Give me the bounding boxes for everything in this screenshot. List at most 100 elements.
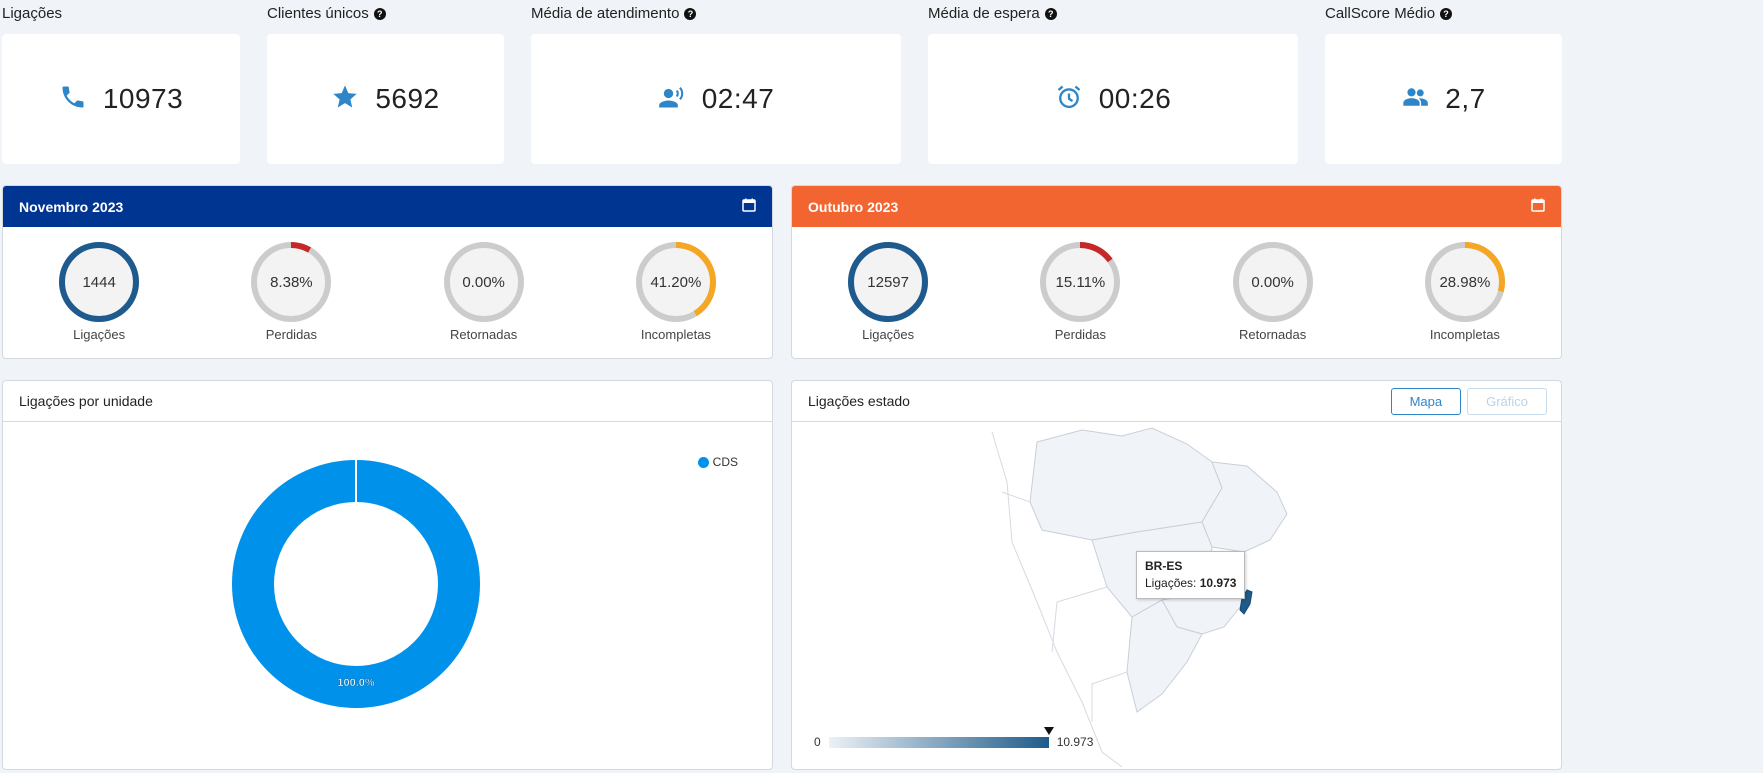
panel-header: Ligações por unidade — [3, 381, 772, 422]
map-continent-outline — [991, 431, 1128, 768]
panel-title: Ligações por unidade — [19, 393, 153, 409]
ring-chart: 12597 — [847, 241, 929, 323]
donut-slice-cds[interactable] — [232, 460, 480, 708]
help-icon[interactable]: ? — [373, 8, 386, 20]
stat-ligacoes: 12597 Ligações — [828, 241, 948, 342]
kpi-media-atendimento: Média de atendimento? 02:47 — [531, 0, 901, 164]
help-icon[interactable]: ? — [1044, 8, 1057, 20]
tooltip-label: Ligações: — [1145, 576, 1197, 590]
kpi-card: 02:47 — [531, 34, 901, 164]
stat-perdidas: 15.11% Perdidas — [1020, 241, 1140, 342]
ring-chart: 1444 — [58, 241, 140, 323]
kpi-title: CallScore Médio — [1325, 5, 1436, 22]
panel-header: Ligações estado Mapa Gráfico — [792, 381, 1561, 422]
ring-value: 12597 — [867, 273, 909, 291]
stat-label: Perdidas — [1054, 327, 1107, 342]
month-header: Novembro 2023 — [3, 186, 772, 227]
ring-value: 15.11% — [1055, 273, 1106, 291]
kpi-value: 02:47 — [701, 83, 775, 114]
phone-icon — [59, 83, 87, 116]
map-tooltip: BR-ES Ligações: 10.973 — [1136, 551, 1246, 599]
ring-chart: 15.11% — [1039, 241, 1121, 323]
map-button[interactable]: Mapa — [1390, 387, 1462, 415]
calendar-icon[interactable] — [742, 198, 756, 215]
ring-value: 1444 — [82, 273, 116, 291]
panel-ligacoes-por-unidade: Ligações por unidade CDS 100.0% — [2, 380, 773, 770]
month-title: Novembro 2023 — [19, 198, 124, 215]
stat-label: Ligações — [73, 327, 126, 342]
stat-ligacoes: 1444 Ligações — [39, 241, 159, 342]
stat-perdidas: 8.38% Perdidas — [231, 241, 351, 342]
month-panel-novembro: Novembro 2023 1444 Ligações 8.38% Perdidas… — [2, 185, 773, 359]
ring-value: 28.98% — [1439, 273, 1491, 291]
legend-marker — [697, 456, 709, 468]
kpi-callscore: CallScore Médio? 2,7 — [1325, 0, 1562, 164]
kpi-card: 00:26 — [928, 34, 1298, 164]
chart-button[interactable]: Gráfico — [1467, 387, 1547, 415]
month-title: Outubro 2023 — [808, 198, 899, 215]
stat-retornadas: 0.00% Retornadas — [1213, 241, 1333, 342]
stat-label: Ligações — [862, 327, 915, 342]
stat-incompletas: 28.98% Incompletas — [1405, 241, 1525, 342]
scale-max: 10.973 — [1056, 735, 1094, 749]
stat-incompletas: 41.20% Incompletas — [616, 241, 736, 342]
ring-value: 0.00% — [462, 273, 505, 291]
ring-value: 0.00% — [1251, 273, 1294, 291]
month-stats: 12597 Ligações 15.11% Perdidas 0.00% Retorn… — [792, 227, 1561, 342]
stat-label: Incompletas — [640, 327, 711, 342]
tooltip-state: BR-ES — [1145, 559, 1183, 573]
donut-slice-label: 100.0% — [337, 677, 375, 689]
panel-title: Ligações estado — [808, 393, 910, 409]
speaking-person-icon — [658, 83, 686, 116]
kpi-card: 2,7 — [1325, 34, 1562, 164]
month-panel-outubro: Outubro 2023 12597 Ligações 15.11% Perdida… — [791, 185, 1562, 359]
ring-value: 41.20% — [650, 273, 702, 291]
ring-track — [443, 242, 524, 322]
color-scale: 0 10.973 — [814, 726, 1094, 749]
kpi-card: 10973 — [2, 34, 240, 164]
ring-value: 8.38% — [270, 273, 313, 291]
scale-marker — [1043, 726, 1054, 735]
kpi-value: 5692 — [375, 83, 440, 114]
month-stats: 1444 Ligações 8.38% Perdidas 0.00% Retornad… — [3, 227, 772, 342]
people-icon — [1401, 83, 1429, 116]
ring-chart: 0.00% — [443, 241, 525, 323]
chart-legend[interactable]: CDS — [697, 455, 738, 469]
stat-label: Retornadas — [1239, 327, 1307, 342]
stat-label: Incompletas — [1429, 327, 1500, 342]
scale-bar — [828, 726, 1054, 748]
ring-chart: 0.00% — [1232, 241, 1314, 323]
help-icon[interactable]: ? — [1440, 8, 1453, 20]
ring-chart: 41.20% — [635, 241, 717, 323]
map-region-northeast[interactable] — [1201, 461, 1288, 553]
ring-progress — [635, 242, 716, 322]
ring-chart: 8.38% — [250, 241, 332, 323]
kpi-ligacoes: Ligações 10973 — [2, 0, 240, 164]
legend-label: CDS — [712, 455, 738, 469]
ring-progress — [59, 242, 140, 322]
stat-retornadas: 0.00% Retornadas — [424, 241, 544, 342]
ring-progress — [848, 242, 929, 322]
panel-ligacoes-estado: Ligações estado Mapa Gráfico BR-ES Ligaçõ… — [791, 380, 1562, 770]
view-toggle: Mapa Gráfico — [1390, 387, 1547, 415]
stat-label: Perdidas — [265, 327, 318, 342]
calendar-icon[interactable] — [1531, 198, 1545, 215]
ring-progress — [251, 242, 332, 322]
kpi-value: 2,7 — [1445, 83, 1486, 114]
kpi-title: Ligações — [2, 5, 63, 22]
ring-track — [1232, 242, 1313, 322]
month-header: Outubro 2023 — [792, 186, 1561, 227]
ring-progress — [1424, 242, 1505, 322]
ring-chart: 28.98% — [1424, 241, 1506, 323]
help-icon[interactable]: ? — [684, 8, 697, 20]
donut-chart: 100.0% — [232, 460, 480, 708]
map-region-south[interactable] — [1126, 599, 1203, 713]
ring-progress — [1040, 242, 1121, 322]
scale-min: 0 — [814, 735, 821, 749]
alarm-clock-icon — [1055, 83, 1083, 116]
kpi-card: 5692 — [267, 34, 504, 164]
stat-label: Retornadas — [450, 327, 518, 342]
star-icon — [331, 83, 359, 116]
tooltip-value: 10.973 — [1199, 576, 1237, 590]
kpi-media-espera: Média de espera? 00:26 — [928, 0, 1298, 164]
